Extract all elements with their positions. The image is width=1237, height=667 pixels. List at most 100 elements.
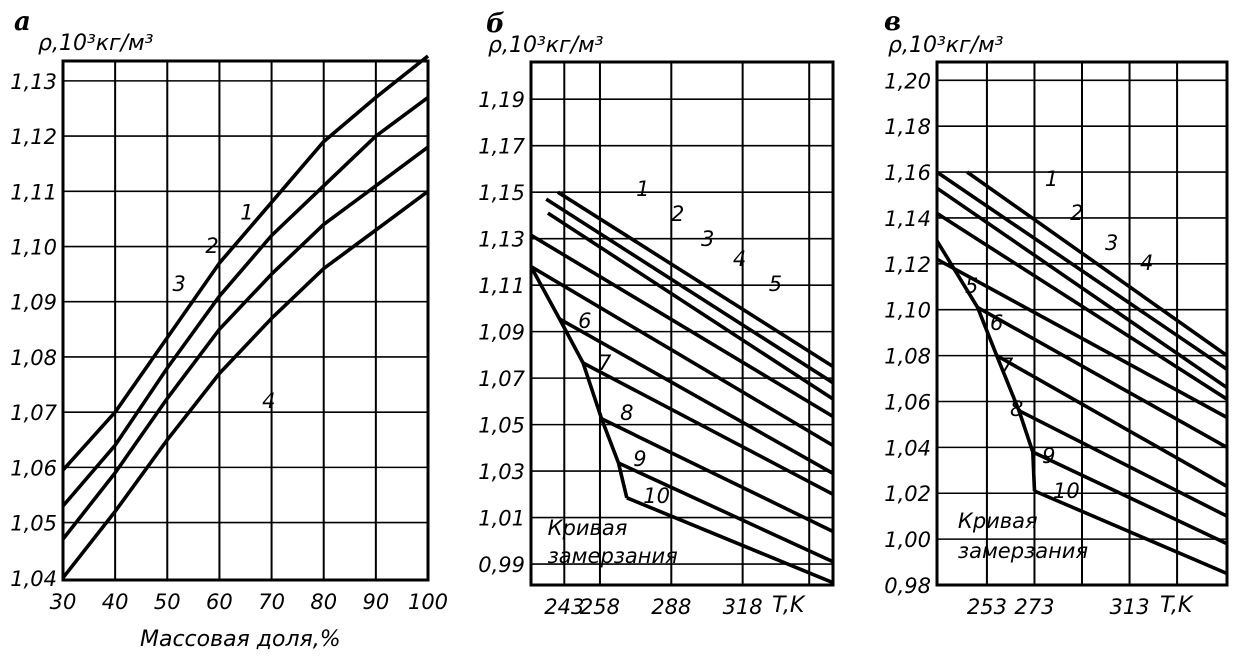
y-tick-label: 1,02: [884, 482, 931, 506]
series-line-4: [936, 211, 1228, 401]
series-line-10: [626, 496, 834, 585]
curve-label: 4: [1140, 251, 1153, 275]
x-tick-label: 70: [258, 590, 285, 614]
curve-label: 5: [965, 274, 978, 298]
curve-label: 2: [671, 202, 684, 226]
series-line-3: [61, 145, 430, 541]
series-line-3: [546, 211, 834, 401]
y-axis-title: ρ,10³кг/м³: [488, 33, 604, 58]
curve-label: 7: [1000, 354, 1014, 378]
y-tick-label: 1,09: [10, 291, 57, 315]
curve-label: замерзания: [958, 539, 1088, 563]
x-axis-title: Массовая доля,%: [140, 627, 341, 652]
curve-label: 4: [262, 389, 275, 413]
y-tick-label: 0,99: [478, 553, 525, 577]
curve-label: 3: [701, 227, 714, 251]
y-tick-label: 1,08: [884, 345, 931, 369]
y-tick-label: 1,07: [10, 401, 57, 425]
x-tick-label: 90: [362, 590, 389, 614]
x-tick-label: 30: [50, 590, 77, 614]
x-tick-label: 288: [651, 595, 691, 619]
series-line-7: [582, 361, 834, 496]
series-line-8: [1018, 409, 1228, 518]
series-line-5: [530, 265, 834, 448]
y-tick-label: 1,06: [10, 456, 57, 480]
curve-label: 2: [1070, 201, 1083, 225]
x-tick-label: 318: [723, 595, 763, 619]
series-line-1: [556, 190, 834, 369]
y-tick-label: 1,14: [884, 207, 931, 231]
series-line-4: [61, 189, 430, 579]
y-tick-label: 1,09: [478, 321, 525, 345]
y-tick-label: 1,16: [884, 161, 931, 185]
x-tick-label: 258: [580, 595, 620, 619]
y-tick-label: 1,03: [478, 460, 525, 484]
series-line-2: [61, 95, 430, 508]
series-line-8: [600, 417, 834, 534]
y-tick-label: 1,11: [10, 180, 57, 204]
series-line-2: [545, 197, 834, 385]
series-line-9: [1032, 450, 1228, 546]
y-tick-label: 1,15: [478, 181, 525, 205]
curve-label: 3: [173, 272, 186, 296]
x-tick-label: 50: [154, 590, 181, 614]
series-line-6: [558, 317, 834, 475]
series-line-3: [935, 186, 1229, 390]
x-tick-label: 100: [408, 590, 448, 614]
panel-letter: б: [486, 9, 505, 39]
curve-label: 1: [1045, 167, 1058, 191]
panel-letter: а: [14, 7, 31, 37]
y-tick-label: 1,04: [10, 567, 57, 591]
curve-label: 10: [1053, 479, 1080, 503]
y-tick-label: 1,10: [10, 236, 57, 260]
y-tick-label: 1,05: [478, 414, 525, 438]
y-tick-label: 1,05: [10, 512, 57, 536]
series-line-4: [530, 233, 834, 419]
curve-label: 6: [990, 311, 1003, 335]
series-line-Кривая-замерзания: [529, 265, 629, 499]
y-tick-label: 1,08: [10, 346, 57, 370]
curve-label: 1: [636, 177, 649, 201]
y-tick-label: 1,17: [478, 135, 525, 159]
x-tick-label: 80: [310, 590, 337, 614]
y-tick-label: 1,10: [884, 299, 931, 323]
x-tick-label: 40: [102, 590, 129, 614]
curve-label: 5: [769, 272, 782, 296]
x-tick-label: 243: [544, 595, 584, 619]
curve-label: 9: [633, 447, 646, 471]
y-tick-label: 1,20: [884, 69, 931, 93]
curve-label: 6: [578, 309, 591, 333]
series-line-2: [935, 170, 1229, 371]
series-line-1: [966, 170, 1229, 358]
series-line-Кривая-замерзания: [935, 239, 1037, 492]
y-tick-label: 1,12: [884, 253, 931, 277]
curve-label: Кривая: [548, 516, 628, 540]
plot-frame: [61, 59, 430, 582]
y-tick-label: 1,06: [884, 390, 931, 414]
series-line-10: [1033, 489, 1228, 576]
chart-panel-1: 30 40 50 60 70 80 90 100 1,04 1,05 1,06 1,07 1,08 1,0…: [10, 7, 448, 652]
y-tick-label: 1,04: [884, 436, 931, 460]
y-tick-label: 1,18: [884, 115, 931, 139]
series-line-1: [61, 54, 430, 472]
series-line-9: [617, 461, 834, 564]
y-tick-label: 1,12: [10, 125, 57, 149]
x-tick-label: 273: [1014, 595, 1054, 619]
curve-label: Кривая: [958, 509, 1038, 533]
y-tick-label: 0,98: [884, 574, 931, 598]
y-axis-title: ρ,10³кг/м³: [888, 33, 1004, 58]
x-tick-label: 313: [1109, 595, 1149, 619]
plot-frame: [935, 60, 1229, 587]
y-axis-title: ρ,10³кг/м³: [38, 31, 154, 56]
y-tick-label: 1,19: [478, 88, 525, 112]
y-tick-label: 1,07: [478, 367, 525, 391]
curve-label: 2: [205, 234, 218, 258]
x-tick-label: 60: [206, 590, 233, 614]
x-axis-title: T,K: [772, 593, 806, 618]
curve-label: 10: [643, 484, 670, 508]
chart-panel-3: 253 273 3130,981,001,021,041,061,081,101,1…: [884, 7, 1229, 619]
panel-letter: в: [884, 7, 901, 37]
y-tick-label: 1,00: [884, 528, 931, 552]
